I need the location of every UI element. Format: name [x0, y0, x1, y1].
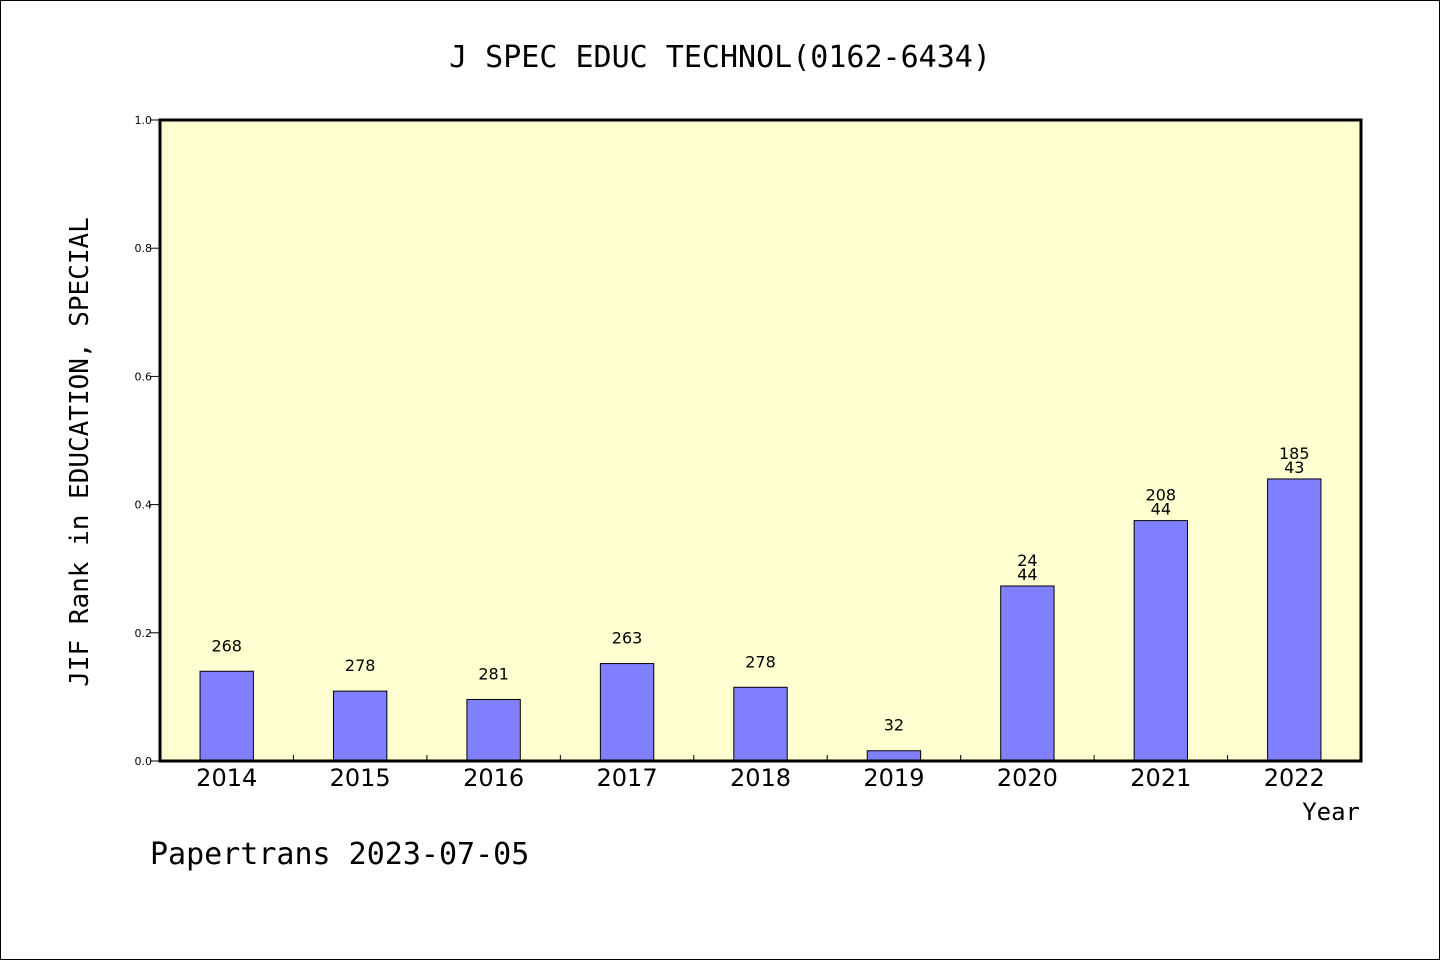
bar-value-label: 278: [745, 652, 776, 671]
bar-2014: [199, 670, 254, 762]
bar-2017: [599, 663, 655, 762]
bar-value-label: 281: [478, 664, 509, 683]
bar-value-label: 185: [1279, 444, 1310, 463]
x-tick-label: 2019: [863, 764, 924, 792]
bar-value-label: 208: [1146, 486, 1177, 505]
bar-value-label: 43: [1284, 458, 1304, 477]
plot-border: [158, 118, 1363, 763]
bar-value-label: 44: [1151, 500, 1171, 519]
x-tick-label: 2017: [597, 764, 658, 792]
bar-value-label: 268: [211, 636, 242, 655]
chart-title: J SPEC EDUC TECHNOL(0162-6434): [449, 40, 991, 75]
x-axis-ticks: 2014 2015 2016 2017 2018 2019 2020 2021 2022: [196, 755, 1325, 792]
bar-2021: [1133, 520, 1189, 762]
x-tick-label: 2016: [463, 764, 524, 792]
y-tick-label: 0.6: [135, 370, 153, 383]
bar-value-label: 24: [1017, 551, 1037, 570]
footer-note: Papertrans 2023-07-05: [150, 837, 529, 872]
bar-value-label: 263: [612, 629, 643, 648]
bar-2018: [733, 686, 788, 762]
bar-2019: [866, 750, 922, 762]
bar-2022: [1267, 478, 1322, 762]
y-tick-label: 0.2: [135, 627, 153, 640]
bar-2016: [466, 698, 521, 762]
x-tick-label: 2021: [1130, 764, 1191, 792]
x-tick-label: 2014: [196, 764, 257, 792]
bar-value-label: 278: [345, 656, 376, 675]
x-tick-label: 2022: [1264, 764, 1325, 792]
x-tick-label: 2015: [330, 764, 391, 792]
x-axis-label: Year: [1302, 798, 1360, 826]
y-axis-label: JIF Rank in EDUCATION, SPECIAL: [65, 217, 95, 687]
y-tick-label: 0.0: [135, 755, 153, 768]
y-tick-label: 0.4: [135, 499, 153, 512]
bars: [199, 478, 1322, 762]
y-tick-label: 0.8: [135, 242, 153, 255]
y-tick-label: 1.0: [135, 114, 153, 127]
x-tick-label: 2018: [730, 764, 791, 792]
y-axis-ticks: 0.0 0.2 0.4 0.6 0.8 1.0: [135, 114, 160, 768]
bar-value-label: 32: [884, 716, 904, 735]
x-tick-label: 2020: [997, 764, 1058, 792]
bar-2020: [1000, 585, 1055, 762]
bar-value-label: 44: [1017, 565, 1037, 584]
bar-2015: [332, 690, 388, 762]
